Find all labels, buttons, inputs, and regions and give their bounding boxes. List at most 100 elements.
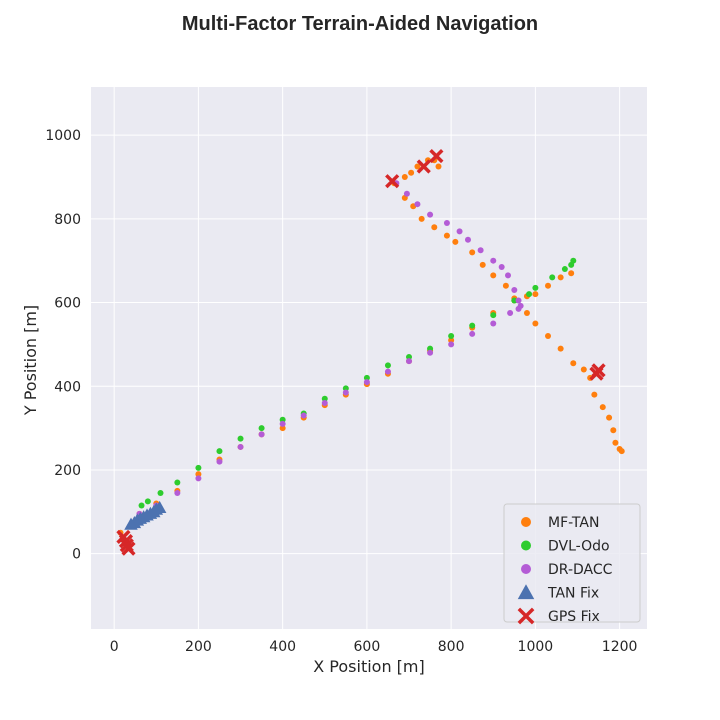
x-tick-label: 1200	[602, 639, 638, 655]
data-point	[448, 337, 455, 344]
data-point	[427, 345, 434, 352]
data-point	[414, 201, 421, 208]
data-point	[416, 159, 431, 174]
x-tick-label: 600	[354, 639, 381, 655]
data-point	[216, 448, 223, 455]
data-point	[321, 399, 328, 406]
data-point	[431, 224, 438, 231]
data-point	[258, 425, 265, 432]
series-tan-fix	[124, 500, 167, 530]
data-point	[418, 215, 425, 222]
data-point	[479, 261, 486, 268]
legend-label: DVL-Odo	[548, 539, 610, 555]
legend-marker	[517, 584, 535, 600]
data-point	[557, 345, 564, 352]
data-point	[469, 322, 476, 329]
data-point	[523, 310, 530, 317]
data-point	[384, 368, 391, 375]
legend-marker	[521, 564, 531, 574]
series-dvl-odo	[138, 257, 577, 509]
legend-label: GPS Fix	[548, 609, 600, 625]
data-point	[549, 274, 556, 281]
data-point	[505, 272, 511, 279]
data-point	[195, 464, 202, 471]
y-tick-label: 800	[54, 212, 81, 228]
data-point	[532, 284, 539, 291]
tick-labels: 0 200 400 600 800 1000 1200 0 200 400 600 800 1000	[45, 128, 637, 655]
data-point	[545, 333, 552, 340]
data-point	[363, 374, 370, 381]
data-point	[557, 274, 564, 281]
series-dr-dacc	[136, 180, 524, 517]
data-point	[363, 379, 370, 386]
data-point	[342, 385, 349, 392]
data-point	[490, 272, 497, 279]
data-point	[612, 439, 619, 446]
data-point	[526, 291, 533, 298]
data-point	[448, 333, 455, 340]
data-point	[591, 363, 606, 378]
data-point	[427, 349, 434, 356]
data-point	[138, 502, 145, 509]
data-point	[384, 362, 391, 369]
data-point	[561, 266, 568, 273]
data-point	[144, 498, 151, 505]
data-point	[591, 391, 598, 398]
data-point	[401, 173, 408, 180]
x-tick-label: 400	[269, 639, 296, 655]
data-point	[174, 479, 181, 486]
data-point	[490, 320, 497, 327]
x-tick-label: 200	[185, 639, 212, 655]
y-tick-label: 400	[54, 379, 81, 395]
data-point	[429, 148, 444, 164]
data-point	[511, 297, 518, 304]
y-tick-label: 0	[72, 547, 81, 563]
data-point	[321, 395, 328, 402]
data-point	[258, 431, 265, 438]
data-point	[469, 330, 476, 337]
data-point	[610, 427, 617, 434]
data-point	[406, 353, 413, 360]
data-point	[532, 320, 539, 327]
data-point	[435, 163, 442, 170]
data-point	[237, 435, 244, 442]
data-point	[568, 270, 575, 277]
data-layer	[116, 148, 625, 556]
data-point	[456, 228, 463, 235]
data-point	[121, 541, 136, 556]
data-point	[570, 360, 577, 367]
legend-label: DR-DACC	[548, 562, 613, 578]
data-point	[464, 236, 471, 243]
y-tick-label: 1000	[45, 128, 81, 144]
data-point	[443, 232, 450, 239]
chart-title: Multi-Factor Terrain-Aided Navigation	[182, 13, 538, 35]
legend-label: TAN Fix	[547, 586, 599, 602]
data-point	[342, 389, 349, 396]
legend-label: MF-TAN	[548, 515, 599, 531]
data-point	[403, 190, 410, 197]
data-point	[469, 249, 476, 256]
data-point	[477, 247, 484, 254]
data-point	[174, 489, 181, 496]
data-point	[195, 475, 202, 482]
legend-box	[503, 503, 641, 623]
data-point	[515, 297, 522, 304]
data-point	[490, 312, 497, 319]
data-point	[532, 291, 539, 298]
data-point	[237, 443, 244, 450]
data-point	[279, 416, 286, 423]
y-axis-label: Y Position [m]	[21, 305, 40, 416]
data-point	[385, 174, 400, 189]
x-tick-label: 0	[110, 639, 119, 655]
data-point	[606, 414, 613, 421]
legend-marker	[521, 540, 531, 551]
data-point	[502, 282, 509, 289]
data-point	[507, 310, 514, 317]
data-point	[545, 282, 552, 289]
data-point	[279, 425, 286, 432]
data-point	[570, 257, 577, 264]
data-point	[580, 366, 587, 373]
data-point	[448, 341, 455, 348]
data-point	[443, 220, 450, 227]
